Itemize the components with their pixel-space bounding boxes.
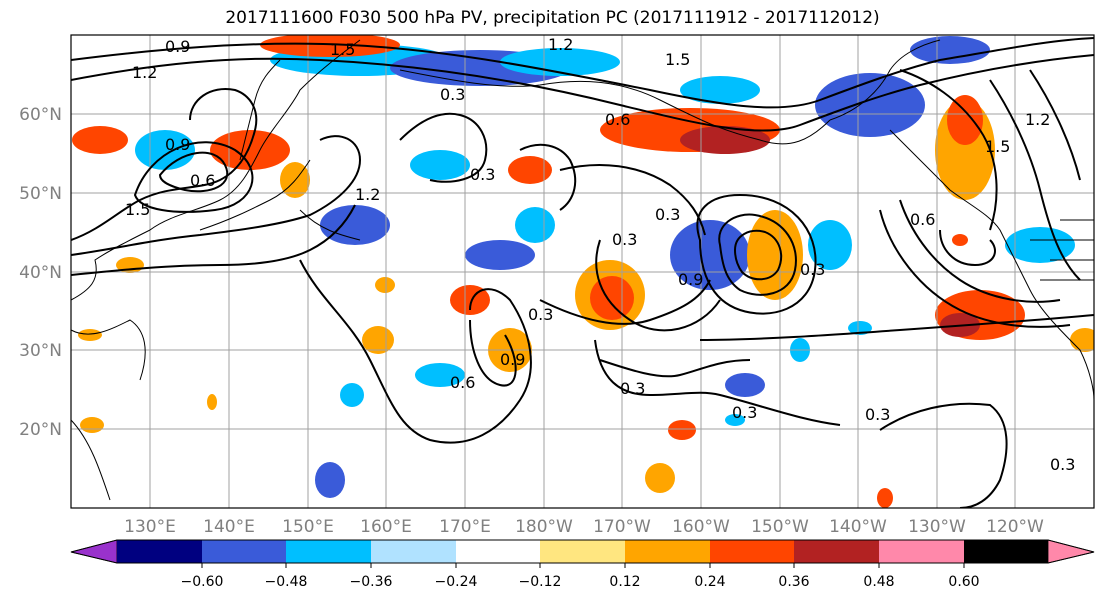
colorbar-segment: [879, 540, 964, 563]
colorbar-tick-label: −0.36: [350, 574, 393, 590]
map-title: 2017111600 F030 500 hPa PV, precipitatio…: [225, 8, 880, 28]
lon-label: 120°W: [986, 517, 1044, 537]
contour-labels: 0.9 1.2 1.5 0.3 0.6 0.9 1.2 1.5 0.3 0.3 …: [125, 35, 1075, 474]
colorbar-tick-label: −0.24: [435, 574, 478, 590]
contour-label: 0.6: [450, 373, 475, 392]
contour-label: 1.5: [330, 40, 355, 59]
lon-label: 160°W: [672, 517, 730, 537]
colorbar-right-arrow: [1047, 539, 1095, 564]
lon-label: 130°W: [908, 517, 966, 537]
contour-label: 1.5: [125, 200, 150, 219]
lat-label: 20°N: [19, 420, 62, 440]
lon-label: 170°E: [439, 517, 491, 537]
colorbar-tick-label: 0.36: [778, 574, 809, 590]
lon-label: 150°E: [282, 517, 334, 537]
contour-label: 0.9: [678, 270, 703, 289]
contour-label: 0.9: [165, 37, 190, 56]
colorbar-tick-label: 0.12: [609, 574, 640, 590]
contour-label: 1.5: [665, 50, 690, 69]
lon-label: 170°W: [593, 517, 651, 537]
colorbar-segment: [625, 540, 710, 563]
contour-label: 1.5: [985, 137, 1010, 156]
contour-label: 0.9: [500, 350, 525, 369]
contour-label: 1.2: [132, 63, 157, 82]
lat-label: 50°N: [19, 184, 62, 204]
latitude-labels: 60°N 50°N 40°N 30°N 20°N: [19, 105, 62, 440]
contour-label: 0.3: [470, 165, 495, 184]
contour-label: 0.3: [732, 403, 757, 422]
colorbar-segment: [286, 540, 371, 563]
colorbar-segment: [371, 540, 456, 563]
colorbar-segment: [456, 540, 540, 563]
colorbar-tick-label: 0.60: [948, 574, 979, 590]
pv-contours: [71, 37, 1094, 508]
colorbar-tick-label: −0.48: [265, 574, 308, 590]
colorbar-segment: [710, 540, 794, 563]
lon-label: 140°E: [203, 517, 255, 537]
colorbar-segment: [540, 540, 625, 563]
contour-label: 0.3: [620, 379, 645, 398]
colorbar-left-arrow: [70, 539, 118, 564]
colorbar-tick-label: −0.60: [181, 574, 224, 590]
colorbar-tick-label: 0.24: [694, 574, 725, 590]
contour-label: 0.9: [165, 135, 190, 154]
contour-label: 1.2: [1025, 110, 1050, 129]
contour-label: 0.3: [800, 260, 825, 279]
colorbar-tick-label: −0.12: [519, 574, 562, 590]
colorbar-tick-label: 0.48: [863, 574, 894, 590]
contour-label: 1.2: [355, 185, 380, 204]
contour-label: 0.6: [910, 210, 935, 229]
contour-label: 0.6: [190, 171, 215, 190]
lon-label: 180°W: [515, 517, 573, 537]
lon-label: 160°E: [360, 517, 412, 537]
map-gridlines: [71, 35, 1094, 508]
lat-label: 60°N: [19, 105, 62, 125]
contour-label: 0.3: [865, 405, 890, 424]
contour-label: 0.6: [605, 110, 630, 129]
coastlines: [71, 39, 1094, 501]
longitude-labels: 130°E 140°E 150°E 160°E 170°E 180°W 170°…: [124, 517, 1044, 537]
lon-label: 130°E: [124, 517, 176, 537]
colorbar-segment: [117, 540, 202, 563]
lat-label: 40°N: [19, 263, 62, 283]
contour-label: 0.3: [1050, 455, 1075, 474]
colorbar: −0.60 −0.48 −0.36 −0.24 −0.12 0.12 0.24 …: [70, 539, 1095, 590]
contour-label: 0.3: [612, 230, 637, 249]
lon-label: 140°W: [829, 517, 887, 537]
contour-label: 0.3: [655, 205, 680, 224]
colorbar-segment: [202, 540, 286, 563]
lat-label: 30°N: [19, 341, 62, 361]
colorbar-segment: [794, 540, 879, 563]
map-frame: [70, 34, 1095, 509]
lon-label: 150°W: [751, 517, 809, 537]
contour-label: 0.3: [528, 305, 553, 324]
contour-label: 0.3: [440, 85, 465, 104]
colorbar-segment: [964, 540, 1048, 563]
contour-label: 1.2: [548, 35, 573, 54]
